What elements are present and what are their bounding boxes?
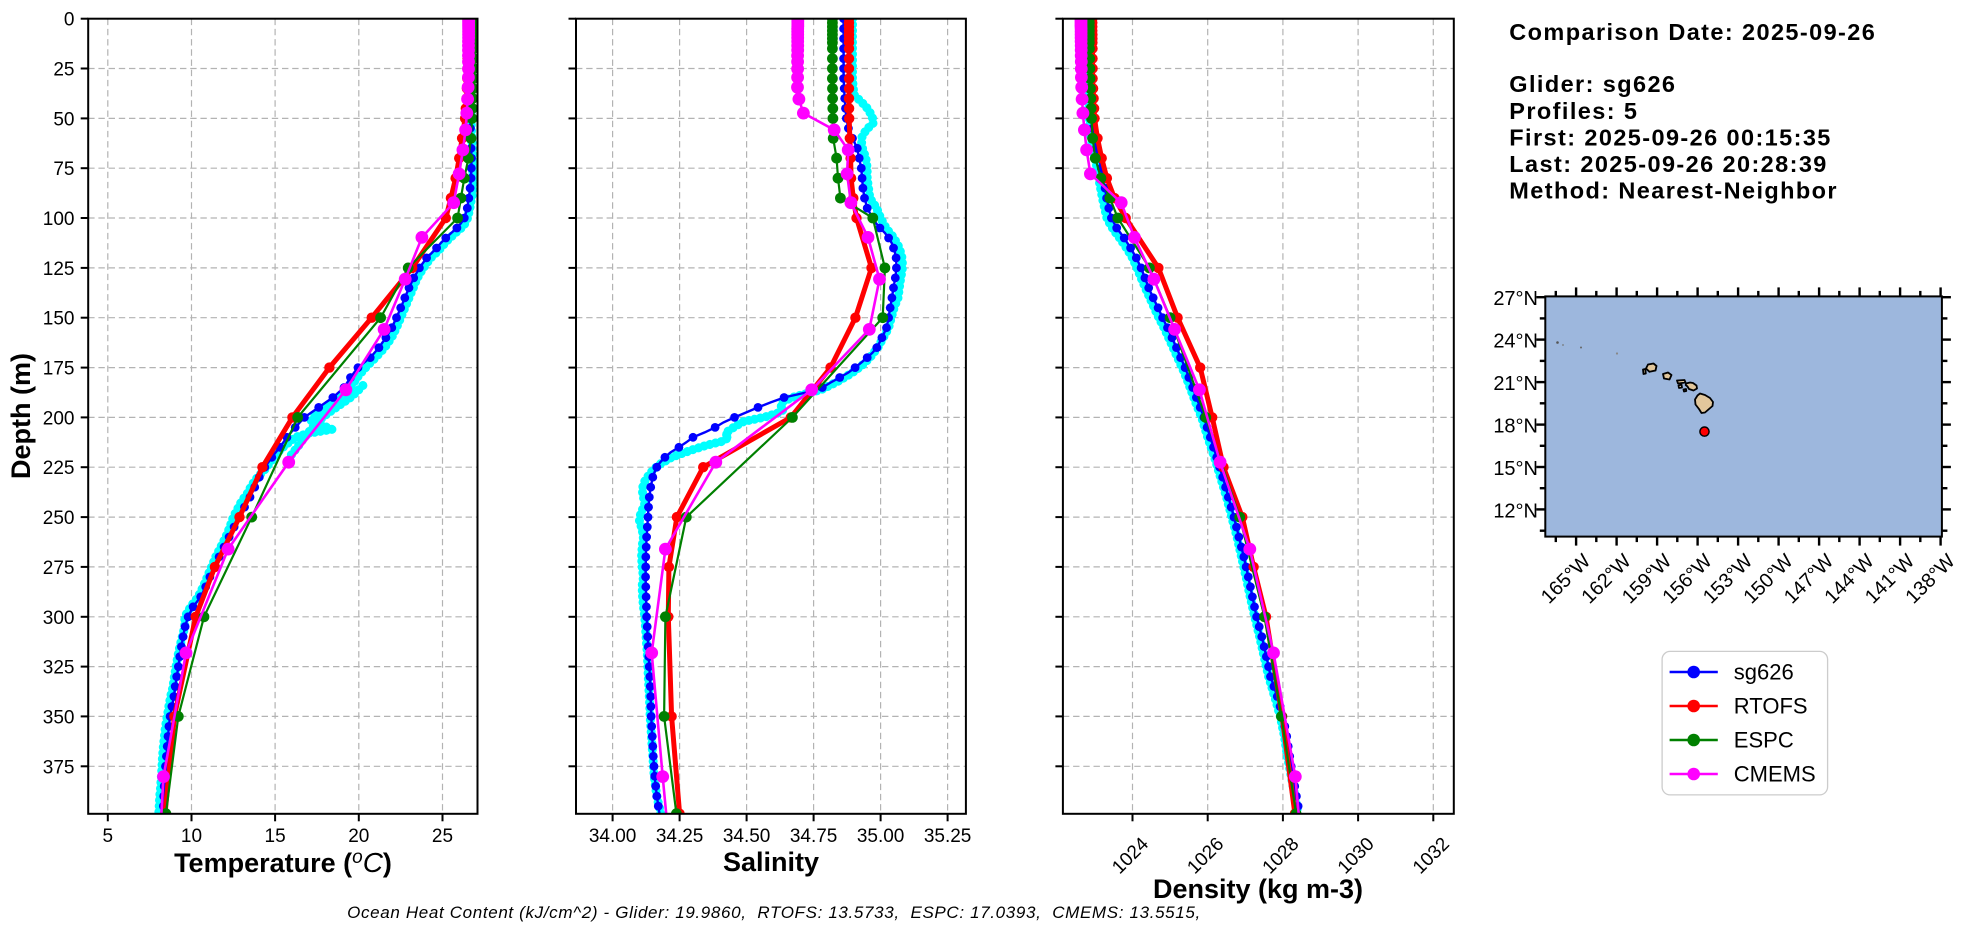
svg-text:25: 25 <box>432 826 453 847</box>
svg-text:375: 375 <box>43 757 75 778</box>
svg-text:RTOFS: RTOFS <box>1734 694 1808 719</box>
svg-text:34.75: 34.75 <box>790 826 838 847</box>
svg-text:Glider: sg626: Glider: sg626 <box>1509 71 1676 97</box>
svg-text:27°N: 27°N <box>1493 288 1538 310</box>
svg-text:350: 350 <box>43 707 75 728</box>
svg-text:Last: 2025-09-26 20:28:39: Last: 2025-09-26 20:28:39 <box>1509 151 1827 177</box>
svg-text:10: 10 <box>181 826 202 847</box>
svg-text:34.25: 34.25 <box>656 826 704 847</box>
svg-text:75: 75 <box>53 159 74 180</box>
svg-text:34.50: 34.50 <box>723 826 771 847</box>
svg-text:ESPC: ESPC <box>1734 728 1794 753</box>
svg-text:Salinity: Salinity <box>723 847 819 877</box>
svg-text:35.25: 35.25 <box>924 826 972 847</box>
svg-text:150: 150 <box>43 309 75 330</box>
svg-text:5: 5 <box>103 826 114 847</box>
svg-text:20: 20 <box>348 826 369 847</box>
svg-text:250: 250 <box>43 508 75 529</box>
svg-text:100: 100 <box>43 209 75 230</box>
svg-text:18°N: 18°N <box>1493 416 1538 438</box>
svg-text:Ocean Heat Content (kJ/cm^2) -: Ocean Heat Content (kJ/cm^2) - Glider: 1… <box>347 903 1201 922</box>
svg-text:50: 50 <box>53 109 74 130</box>
svg-text:200: 200 <box>43 408 75 429</box>
svg-text:sg626: sg626 <box>1734 660 1794 685</box>
svg-text:35.00: 35.00 <box>857 826 905 847</box>
svg-text:Profiles: 5: Profiles: 5 <box>1509 98 1638 124</box>
svg-text:Depth (m): Depth (m) <box>6 353 36 479</box>
svg-text:24°N: 24°N <box>1493 331 1538 353</box>
svg-text:Method: Nearest-Neighbor: Method: Nearest-Neighbor <box>1509 178 1838 204</box>
svg-text:Density (kg m-3): Density (kg m-3) <box>1153 874 1363 904</box>
svg-text:34.00: 34.00 <box>589 826 637 847</box>
svg-text:12°N: 12°N <box>1493 501 1538 523</box>
svg-text:15: 15 <box>265 826 286 847</box>
svg-text:225: 225 <box>43 458 75 479</box>
svg-text:21°N: 21°N <box>1493 373 1538 395</box>
svg-text:CMEMS: CMEMS <box>1734 762 1816 787</box>
svg-text:300: 300 <box>43 608 75 629</box>
svg-text:25: 25 <box>53 60 74 81</box>
svg-text:Comparison Date: 2025-09-26: Comparison Date: 2025-09-26 <box>1509 19 1876 45</box>
svg-text:15°N: 15°N <box>1493 458 1538 480</box>
svg-text:325: 325 <box>43 658 75 679</box>
svg-text:275: 275 <box>43 558 75 579</box>
svg-text:First: 2025-09-26 00:15:35: First: 2025-09-26 00:15:35 <box>1509 124 1832 150</box>
svg-text:125: 125 <box>43 259 75 280</box>
svg-text:175: 175 <box>43 359 75 380</box>
svg-text:0: 0 <box>64 10 75 31</box>
